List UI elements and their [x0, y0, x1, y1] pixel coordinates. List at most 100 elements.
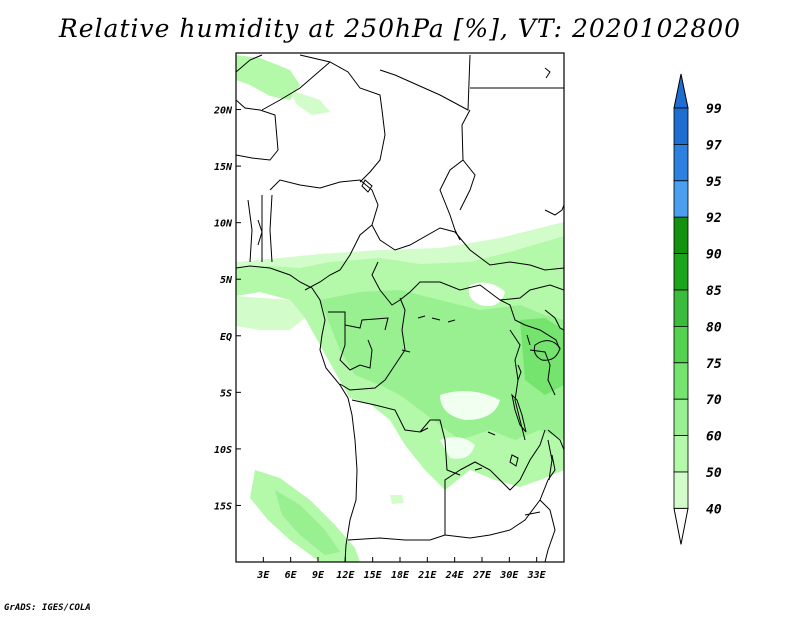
- coastline-west-africa: [236, 265, 358, 562]
- colorbar-label: 99: [706, 102, 722, 117]
- lon-tick-label: 24E: [445, 570, 465, 581]
- lake-victoria: [533, 340, 561, 361]
- lon-tick-label: 12E: [336, 570, 355, 581]
- humidity-dry-patch-3: [440, 436, 475, 459]
- border-south-sudan: [499, 299, 561, 351]
- map-title: Relative humidity at 250hPa [%], VT: 202…: [58, 14, 742, 43]
- lat-tick-label: EQ: [220, 332, 232, 343]
- humidity-dry-patch-2: [440, 391, 500, 420]
- border-drc-zambia: [459, 429, 546, 491]
- border-sudan-chad: [459, 159, 476, 211]
- colorbar-label: 90: [706, 248, 722, 263]
- colorbar-label: 40: [706, 502, 722, 517]
- humidity-region-south-patch: [390, 495, 404, 504]
- border-niger-chad: [379, 54, 471, 111]
- colorbar-segment: [673, 398, 689, 437]
- river-congo-2: [401, 349, 496, 471]
- lake-volta: [257, 219, 263, 246]
- lake-malawi: [547, 439, 553, 481]
- colorbar-top-cap: [673, 73, 689, 109]
- river-congo-1: [417, 315, 456, 323]
- humidity-region-southwest-streak-dark: [275, 490, 340, 555]
- border-nigeria-cameroon: [304, 224, 373, 291]
- border-ghana-togo: [247, 195, 263, 263]
- colorbar-segment: [673, 471, 689, 509]
- lon-tick-label: 15E: [364, 570, 383, 581]
- lon-tick-label: 3E: [256, 570, 270, 581]
- humidity-field: [236, 55, 564, 562]
- colorbar-label: 80: [706, 320, 722, 335]
- colorbar: 99 97 95 92 90 85 80 75 70 60 50 40: [673, 73, 722, 545]
- border-congo-gabon: [328, 311, 389, 331]
- border-ethiopia: [544, 204, 564, 216]
- border-libya-chad: [439, 109, 471, 241]
- border-niger-internal: [261, 61, 331, 111]
- colorbar-bottom-cap: [673, 507, 689, 545]
- lake-kivu: [517, 364, 522, 381]
- colorbar-label: 95: [706, 175, 722, 190]
- border-angola-namibia: [347, 529, 511, 541]
- colorbar-label: 50: [706, 466, 722, 481]
- colorbar-label: 70: [706, 393, 722, 408]
- lat-tick-label: 15N: [214, 162, 233, 173]
- humidity-dry-patch-1: [468, 282, 505, 307]
- lat-tick-label: 20N: [213, 106, 233, 117]
- humidity-region-north-edge: [236, 222, 564, 268]
- lake-chad: [361, 179, 373, 193]
- colorbar-label: 75: [706, 357, 722, 372]
- lat-tick-label: 15S: [214, 501, 232, 512]
- border-algeria-niger: [299, 54, 386, 183]
- border-congo-drc: [339, 297, 406, 391]
- colorbar-label: 60: [706, 430, 722, 445]
- latitude-axis: 20N 15N 10N 5N EQ 5S 10S 15S: [213, 106, 241, 512]
- border-zambia-mozambique: [509, 454, 556, 562]
- lon-tick-label: 18E: [391, 570, 410, 581]
- footer-credit: GrADS: IGES/COLA: [4, 603, 91, 613]
- border-niger-nigeria: [269, 179, 379, 226]
- colorbar-segment: [673, 180, 689, 218]
- colorbar-segment: [673, 435, 689, 473]
- border-gabon-inland: [339, 325, 373, 371]
- border-drc-angola: [351, 399, 461, 476]
- lon-tick-label: 33E: [527, 570, 547, 581]
- longitude-axis: 3E 6E 9E 12E 15E 18E 21E 24E 27E 30E 33E: [256, 557, 547, 581]
- colorbar-label: 85: [706, 284, 722, 299]
- colorbar-segment: [673, 289, 689, 327]
- border-mali-niger: [236, 54, 263, 73]
- humidity-region-northwest-streak-light: [290, 90, 330, 115]
- colorbar-segment: [673, 325, 689, 364]
- lon-tick-label: 27E: [472, 570, 492, 581]
- lon-tick-label: 21E: [417, 570, 437, 581]
- border-nigeria-benin: [269, 194, 273, 263]
- border-east: [529, 309, 564, 451]
- humidity-region-interior: [320, 290, 564, 440]
- lat-tick-label: 5N: [220, 275, 233, 286]
- lon-tick-label: 6E: [285, 570, 298, 581]
- humidity-region-east-lakes: [520, 318, 564, 395]
- border-angola-zambia: [444, 469, 461, 535]
- lon-tick-label: 30E: [499, 570, 519, 581]
- colorbar-label: 92: [706, 211, 722, 226]
- lake-kariba: [524, 511, 541, 516]
- lat-tick-label: 10N: [214, 219, 233, 230]
- colorbar-segment: [673, 143, 689, 182]
- humidity-region-gulf: [236, 296, 305, 330]
- lon-tick-label: 9E: [312, 570, 325, 581]
- colorbar-segment: [673, 362, 689, 400]
- border-mali-burkina: [236, 99, 279, 161]
- lat-tick-label: 10S: [214, 445, 232, 456]
- colorbar-segment: [673, 107, 689, 145]
- border-cameroon-car: [371, 261, 564, 306]
- lat-tick-label: 5S: [220, 388, 232, 399]
- colorbar-segment: [673, 216, 689, 254]
- colorbar-label: 97: [706, 138, 722, 153]
- lake-mweru: [509, 454, 519, 467]
- political-boundaries: [236, 54, 564, 562]
- sinai-fragment: [544, 67, 551, 79]
- humidity-region-northwest-streak: [236, 55, 300, 100]
- border-chad-car: [371, 224, 564, 271]
- lake-tanganyika: [511, 393, 527, 433]
- colorbar-segment: [673, 253, 689, 291]
- lake-albert: [526, 334, 531, 346]
